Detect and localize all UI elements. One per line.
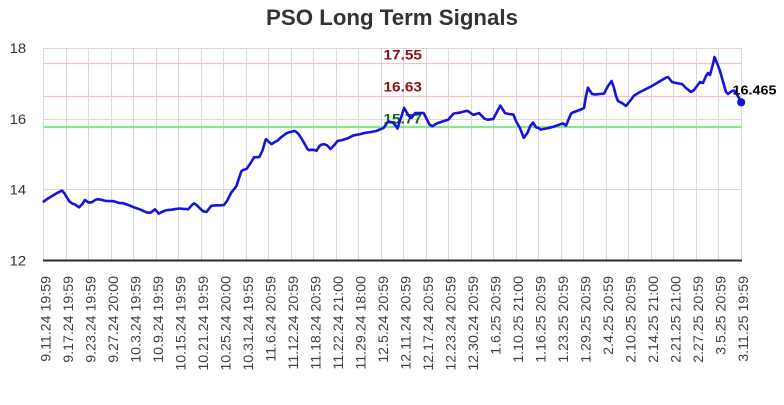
svg-text:1.16.25 20:59: 1.16.25 20:59 — [533, 276, 549, 363]
svg-text:18: 18 — [10, 40, 27, 56]
svg-text:9.23.24 19:59: 9.23.24 19:59 — [83, 276, 99, 363]
svg-text:11.12.24 20:59: 11.12.24 20:59 — [286, 276, 302, 370]
svg-text:16.63: 16.63 — [384, 80, 423, 95]
svg-text:9.11.24 19:59: 9.11.24 19:59 — [38, 276, 54, 362]
svg-text:2.21.25 21:00: 2.21.25 21:00 — [668, 276, 684, 363]
svg-text:16: 16 — [10, 111, 27, 127]
svg-text:10.25.24 20:00: 10.25.24 20:00 — [218, 276, 234, 371]
svg-text:2.14.25 21:00: 2.14.25 21:00 — [646, 276, 662, 363]
svg-text:1.29.25 20:59: 1.29.25 20:59 — [578, 276, 594, 363]
svg-text:3.5.25 20:59: 3.5.25 20:59 — [713, 276, 729, 355]
svg-text:10.21.24 19:59: 10.21.24 19:59 — [196, 276, 212, 371]
svg-text:PSO Long Term Signals: PSO Long Term Signals — [266, 5, 518, 30]
svg-text:1.10.25 21:00: 1.10.25 21:00 — [511, 276, 527, 363]
svg-text:12: 12 — [10, 252, 27, 268]
svg-text:10.15.24 19:59: 10.15.24 19:59 — [173, 276, 189, 371]
svg-text:12.11.24 20:59: 12.11.24 20:59 — [398, 276, 414, 370]
svg-text:11.22.24 21:00: 11.22.24 21:00 — [331, 276, 347, 370]
svg-text:12.30.24 20:59: 12.30.24 20:59 — [466, 276, 482, 371]
svg-text:11.6.24 20:59: 11.6.24 20:59 — [263, 276, 279, 362]
svg-text:1.23.25 20:59: 1.23.25 20:59 — [556, 276, 572, 363]
svg-text:14: 14 — [10, 182, 27, 198]
svg-text:3.11.25 19:59: 3.11.25 19:59 — [736, 276, 752, 362]
svg-text:10.3.24 19:59: 10.3.24 19:59 — [128, 276, 144, 363]
svg-text:10.9.24 19:59: 10.9.24 19:59 — [151, 276, 167, 363]
svg-text:2.27.25 20:59: 2.27.25 20:59 — [691, 276, 707, 363]
svg-text:9.17.24 19:59: 9.17.24 19:59 — [61, 276, 77, 363]
svg-text:12.5.24 20:59: 12.5.24 20:59 — [376, 276, 392, 363]
svg-text:1.6.25 20:59: 1.6.25 20:59 — [488, 276, 504, 355]
svg-text:12.17.24 20:59: 12.17.24 20:59 — [421, 276, 437, 371]
svg-text:2.10.25 20:59: 2.10.25 20:59 — [623, 276, 639, 363]
svg-text:11.29.24 18:00: 11.29.24 18:00 — [353, 276, 369, 370]
svg-text:10.31.24 19:59: 10.31.24 19:59 — [241, 276, 257, 371]
svg-text:12.23.24 20:59: 12.23.24 20:59 — [443, 276, 459, 371]
svg-text:17.55: 17.55 — [384, 48, 423, 63]
svg-text:11.18.24 20:59: 11.18.24 20:59 — [308, 276, 324, 370]
svg-text:16.465: 16.465 — [733, 83, 777, 98]
svg-text:2.4.25 20:59: 2.4.25 20:59 — [601, 276, 617, 355]
svg-text:9.27.24 20:00: 9.27.24 20:00 — [106, 276, 122, 363]
